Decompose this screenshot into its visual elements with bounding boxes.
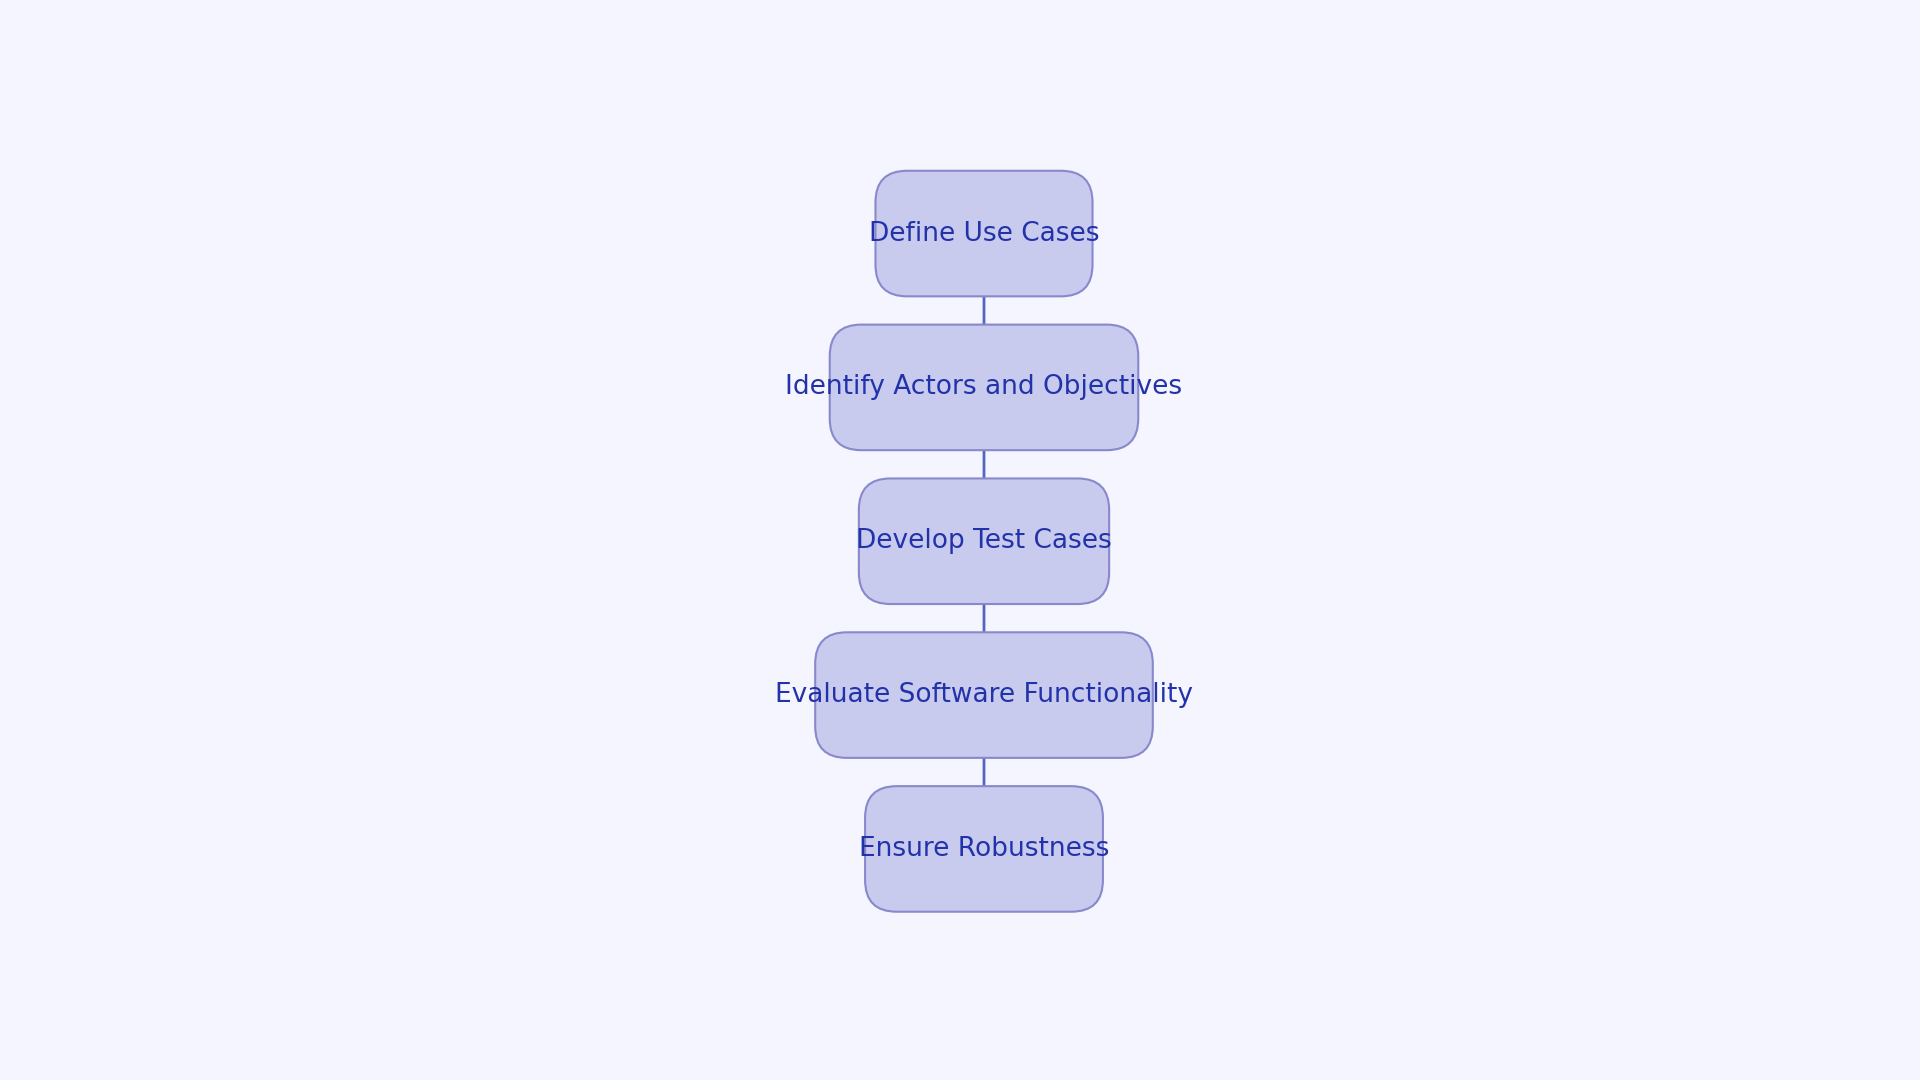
Text: Develop Test Cases: Develop Test Cases — [856, 528, 1112, 554]
Text: Ensure Robustness: Ensure Robustness — [858, 836, 1110, 862]
Text: Define Use Cases: Define Use Cases — [868, 220, 1100, 246]
FancyBboxPatch shape — [876, 171, 1092, 296]
Text: Identify Actors and Objectives: Identify Actors and Objectives — [785, 375, 1183, 401]
FancyBboxPatch shape — [866, 786, 1102, 912]
Text: Evaluate Software Functionality: Evaluate Software Functionality — [776, 683, 1192, 708]
FancyBboxPatch shape — [816, 632, 1152, 758]
FancyBboxPatch shape — [829, 325, 1139, 450]
FancyBboxPatch shape — [858, 478, 1110, 604]
